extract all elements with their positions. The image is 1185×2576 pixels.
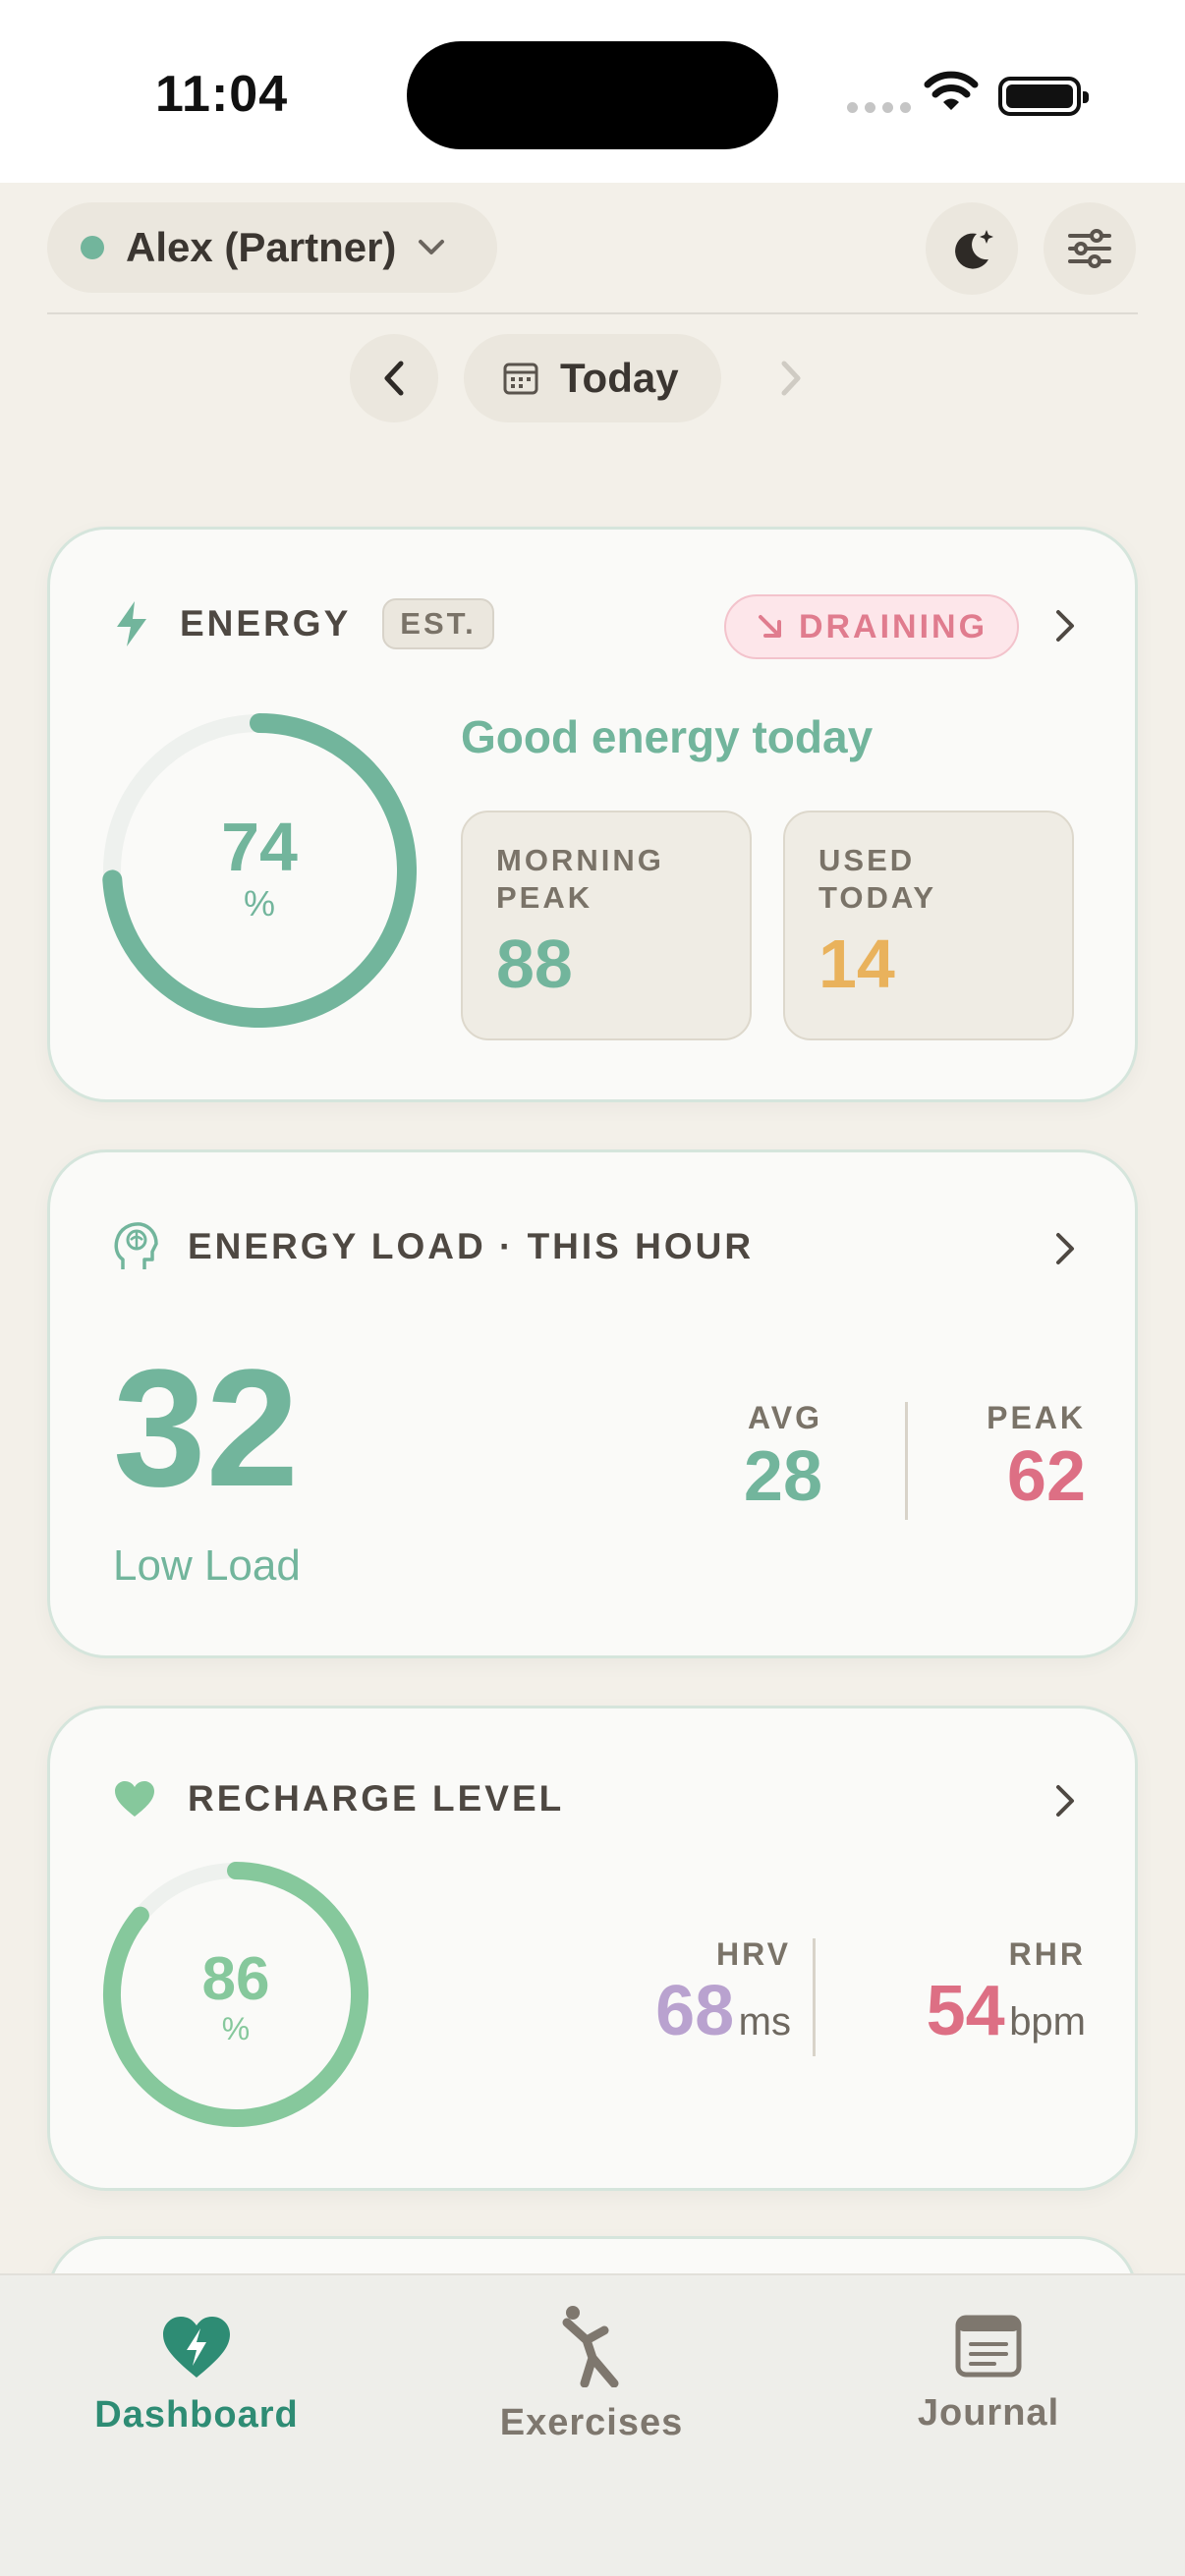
energy-summary: Good energy today (461, 711, 874, 762)
chevron-down-icon (419, 240, 445, 254)
header-divider (47, 312, 1138, 314)
status-bar: 11:04 (0, 0, 1185, 183)
used-today-value: 14 (818, 925, 895, 1002)
energy-ring (102, 713, 417, 1028)
peak-load-stat: PEAK 62 (915, 1400, 1086, 1517)
top-bar: Alex (Partner) (0, 183, 1185, 314)
chevron-right-icon (1056, 1233, 1074, 1264)
morning-peak-value: 88 (496, 925, 573, 1002)
hrv-unit: ms (738, 2000, 791, 2044)
chevron-left-icon (384, 361, 404, 396)
heart-icon (115, 1781, 154, 1817)
used-today-stat: USED TODAY 14 (783, 811, 1074, 1040)
stretching-person-icon (562, 2306, 619, 2388)
hrv-stat: HRV 68 ms (522, 1936, 791, 2069)
date-label: Today (560, 355, 679, 401)
trend-badge-label: DRAINING (798, 607, 988, 645)
cellular-signal-icon (847, 102, 911, 113)
stat-divider (905, 1402, 908, 1520)
bottom-tab-bar: Dashboard Exercises Journal (0, 2273, 1185, 2576)
energy-title: ENERGY (180, 603, 352, 644)
avg-load-stat: AVG 28 (705, 1400, 881, 1517)
profile-name: Alex (Partner) (126, 224, 397, 270)
next-day-button[interactable] (747, 334, 835, 422)
energy-load-status: Low Load (113, 1541, 301, 1590)
trend-badge: DRAINING (724, 594, 1019, 659)
recharge-card[interactable]: RECHARGE LEVEL 86 % HRV 68 ms RHR 54 bpm (47, 1706, 1138, 2191)
sliders-icon (1068, 229, 1111, 268)
stat-divider (813, 1938, 816, 2056)
energy-load-card[interactable]: ENERGY LOAD · THIS HOUR 32 Low Load AVG … (47, 1149, 1138, 1658)
recharge-percent-value: 86 (201, 1945, 270, 2013)
recharge-percent-unit: % (221, 2011, 251, 2046)
energy-load-title: ENERGY LOAD · THIS HOUR (188, 1226, 755, 1266)
energy-ring-progress (102, 713, 417, 1028)
morning-peak-label: MORNING PEAK (496, 843, 664, 915)
hrv-value: 68 (655, 1972, 735, 2050)
avg-load-label: AVG (748, 1400, 822, 1435)
estimate-badge: EST. (382, 598, 494, 649)
morning-peak-stat: MORNING PEAK 88 (461, 811, 752, 1040)
date-navigator: Today (0, 334, 1185, 422)
rhr-label: RHR (1008, 1936, 1086, 1972)
avg-load-value: 28 (743, 1437, 822, 1516)
journal-icon (955, 2315, 1022, 2378)
heart-bolt-icon (163, 2317, 230, 2378)
recharge-ring-progress (103, 1862, 368, 2127)
energy-percent-value: 74 (221, 809, 298, 885)
chevron-right-icon (781, 361, 801, 396)
chevron-right-icon (1056, 610, 1074, 642)
recharge-percent-label: 86 % (95, 1948, 376, 2047)
battery-icon (998, 77, 1089, 116)
calendar-icon (503, 363, 538, 395)
previous-day-button[interactable] (350, 334, 438, 422)
wifi-icon (924, 71, 979, 110)
energy-card-header: ENERGY EST. (113, 594, 494, 653)
peak-load-value: 62 (1006, 1437, 1086, 1516)
hrv-label: HRV (716, 1936, 791, 1972)
brain-head-icon (114, 1222, 158, 1269)
rhr-stat: RHR 54 bpm (836, 1936, 1086, 2069)
recharge-ring (103, 1862, 368, 2127)
used-today-label: USED TODAY (818, 843, 937, 915)
profile-status-dot (81, 236, 104, 259)
tab-journal[interactable]: Journal (851, 2315, 1126, 2435)
tab-exercises[interactable]: Exercises (454, 2305, 729, 2444)
dynamic-island (407, 41, 778, 149)
rhr-unit: bpm (1009, 2000, 1086, 2044)
arrow-down-right-icon (758, 615, 781, 638)
energy-load-value: 32 (113, 1335, 300, 1522)
recharge-title: RECHARGE LEVEL (188, 1778, 565, 1819)
moon-icon (955, 230, 993, 269)
night-mode-button[interactable] (926, 202, 1018, 295)
lightning-icon (117, 601, 146, 646)
status-time: 11:04 (155, 66, 289, 123)
tab-dashboard-label: Dashboard (94, 2394, 299, 2436)
peak-load-label: PEAK (987, 1400, 1086, 1435)
energy-percent-unit: % (243, 883, 275, 924)
rhr-value: 54 (926, 1972, 1005, 2050)
filter-settings-button[interactable] (1044, 202, 1136, 295)
tab-journal-label: Journal (917, 2392, 1060, 2434)
tab-dashboard[interactable]: Dashboard (59, 2315, 334, 2436)
tab-exercises-label: Exercises (499, 2402, 684, 2443)
date-picker-button[interactable]: Today (464, 334, 721, 422)
energy-card[interactable]: ENERGY EST. DRAINING 74 % Good energy to… (47, 527, 1138, 1102)
chevron-right-icon (1056, 1785, 1074, 1817)
recharge-header: RECHARGE LEVEL (113, 1769, 564, 1828)
profile-selector[interactable]: Alex (Partner) (47, 202, 497, 293)
energy-percent-label: 74 % (95, 811, 423, 924)
energy-load-header: ENERGY LOAD · THIS HOUR (113, 1217, 754, 1276)
